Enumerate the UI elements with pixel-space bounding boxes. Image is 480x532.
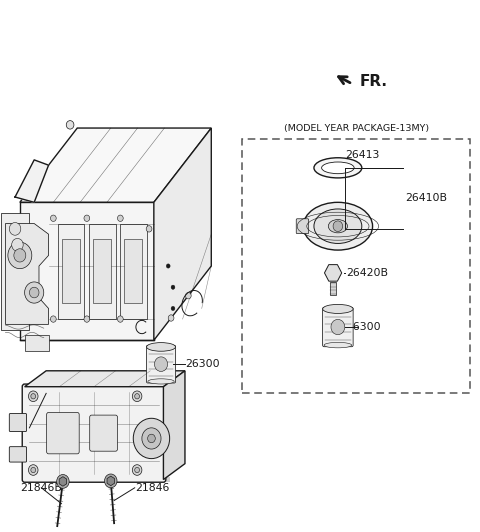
- Ellipse shape: [322, 162, 354, 173]
- Circle shape: [132, 465, 142, 475]
- Polygon shape: [154, 128, 211, 340]
- Circle shape: [133, 418, 169, 459]
- Text: 21846B: 21846B: [20, 483, 62, 493]
- Ellipse shape: [323, 304, 353, 313]
- Circle shape: [50, 316, 56, 322]
- Ellipse shape: [324, 343, 352, 348]
- Text: 26410B: 26410B: [405, 193, 447, 203]
- Bar: [330, 282, 336, 295]
- Circle shape: [66, 121, 74, 129]
- Ellipse shape: [314, 209, 362, 244]
- Ellipse shape: [303, 202, 372, 250]
- FancyBboxPatch shape: [22, 384, 166, 482]
- Circle shape: [132, 391, 142, 402]
- Bar: [124, 239, 143, 303]
- Ellipse shape: [314, 158, 362, 178]
- Text: 26300: 26300: [185, 359, 219, 369]
- Bar: [89, 223, 116, 319]
- Polygon shape: [59, 477, 67, 486]
- Circle shape: [146, 226, 152, 232]
- Circle shape: [155, 357, 168, 371]
- FancyBboxPatch shape: [146, 345, 176, 383]
- Circle shape: [148, 434, 156, 443]
- Circle shape: [135, 394, 140, 399]
- Circle shape: [135, 468, 140, 472]
- Circle shape: [28, 465, 38, 475]
- Text: 21846: 21846: [136, 483, 170, 493]
- FancyBboxPatch shape: [9, 413, 26, 431]
- Bar: [93, 239, 111, 303]
- Circle shape: [333, 221, 343, 231]
- Text: 26300: 26300: [346, 322, 381, 332]
- Circle shape: [331, 319, 345, 335]
- Circle shape: [171, 306, 175, 311]
- Circle shape: [8, 242, 32, 269]
- Circle shape: [118, 215, 123, 221]
- Polygon shape: [5, 223, 48, 325]
- Circle shape: [12, 238, 23, 251]
- Text: (MODEL YEAR PACKAGE-13MY): (MODEL YEAR PACKAGE-13MY): [284, 124, 429, 134]
- Polygon shape: [15, 160, 48, 202]
- Polygon shape: [31, 477, 170, 482]
- FancyBboxPatch shape: [90, 415, 118, 451]
- Polygon shape: [163, 371, 185, 479]
- Bar: [120, 223, 147, 319]
- Circle shape: [168, 315, 174, 321]
- Circle shape: [50, 215, 56, 221]
- Bar: [62, 239, 80, 303]
- Ellipse shape: [148, 379, 174, 384]
- Polygon shape: [20, 128, 211, 202]
- Text: 26413: 26413: [345, 150, 380, 160]
- FancyBboxPatch shape: [323, 307, 353, 347]
- Circle shape: [14, 249, 26, 262]
- Circle shape: [185, 293, 191, 299]
- FancyBboxPatch shape: [9, 447, 26, 462]
- Circle shape: [166, 264, 170, 268]
- Ellipse shape: [328, 220, 348, 233]
- Polygon shape: [107, 476, 115, 486]
- Text: 26420B: 26420B: [346, 268, 388, 278]
- Circle shape: [24, 282, 44, 303]
- Polygon shape: [24, 335, 48, 351]
- Polygon shape: [20, 202, 154, 340]
- Polygon shape: [324, 264, 342, 281]
- Circle shape: [57, 475, 69, 488]
- Text: 23300: 23300: [46, 383, 81, 392]
- Ellipse shape: [146, 343, 176, 351]
- Circle shape: [171, 285, 175, 289]
- Circle shape: [118, 316, 123, 322]
- Circle shape: [142, 428, 161, 449]
- FancyBboxPatch shape: [296, 219, 309, 234]
- Circle shape: [105, 474, 117, 488]
- Circle shape: [29, 287, 39, 298]
- Circle shape: [84, 316, 90, 322]
- FancyBboxPatch shape: [47, 412, 79, 454]
- Circle shape: [84, 215, 90, 221]
- Bar: [58, 223, 84, 319]
- Text: FR.: FR.: [360, 74, 388, 89]
- Circle shape: [9, 222, 21, 235]
- Circle shape: [31, 394, 36, 399]
- FancyBboxPatch shape: [242, 139, 470, 393]
- Polygon shape: [0, 213, 29, 330]
- Circle shape: [31, 468, 36, 472]
- Polygon shape: [24, 371, 185, 387]
- Circle shape: [28, 391, 38, 402]
